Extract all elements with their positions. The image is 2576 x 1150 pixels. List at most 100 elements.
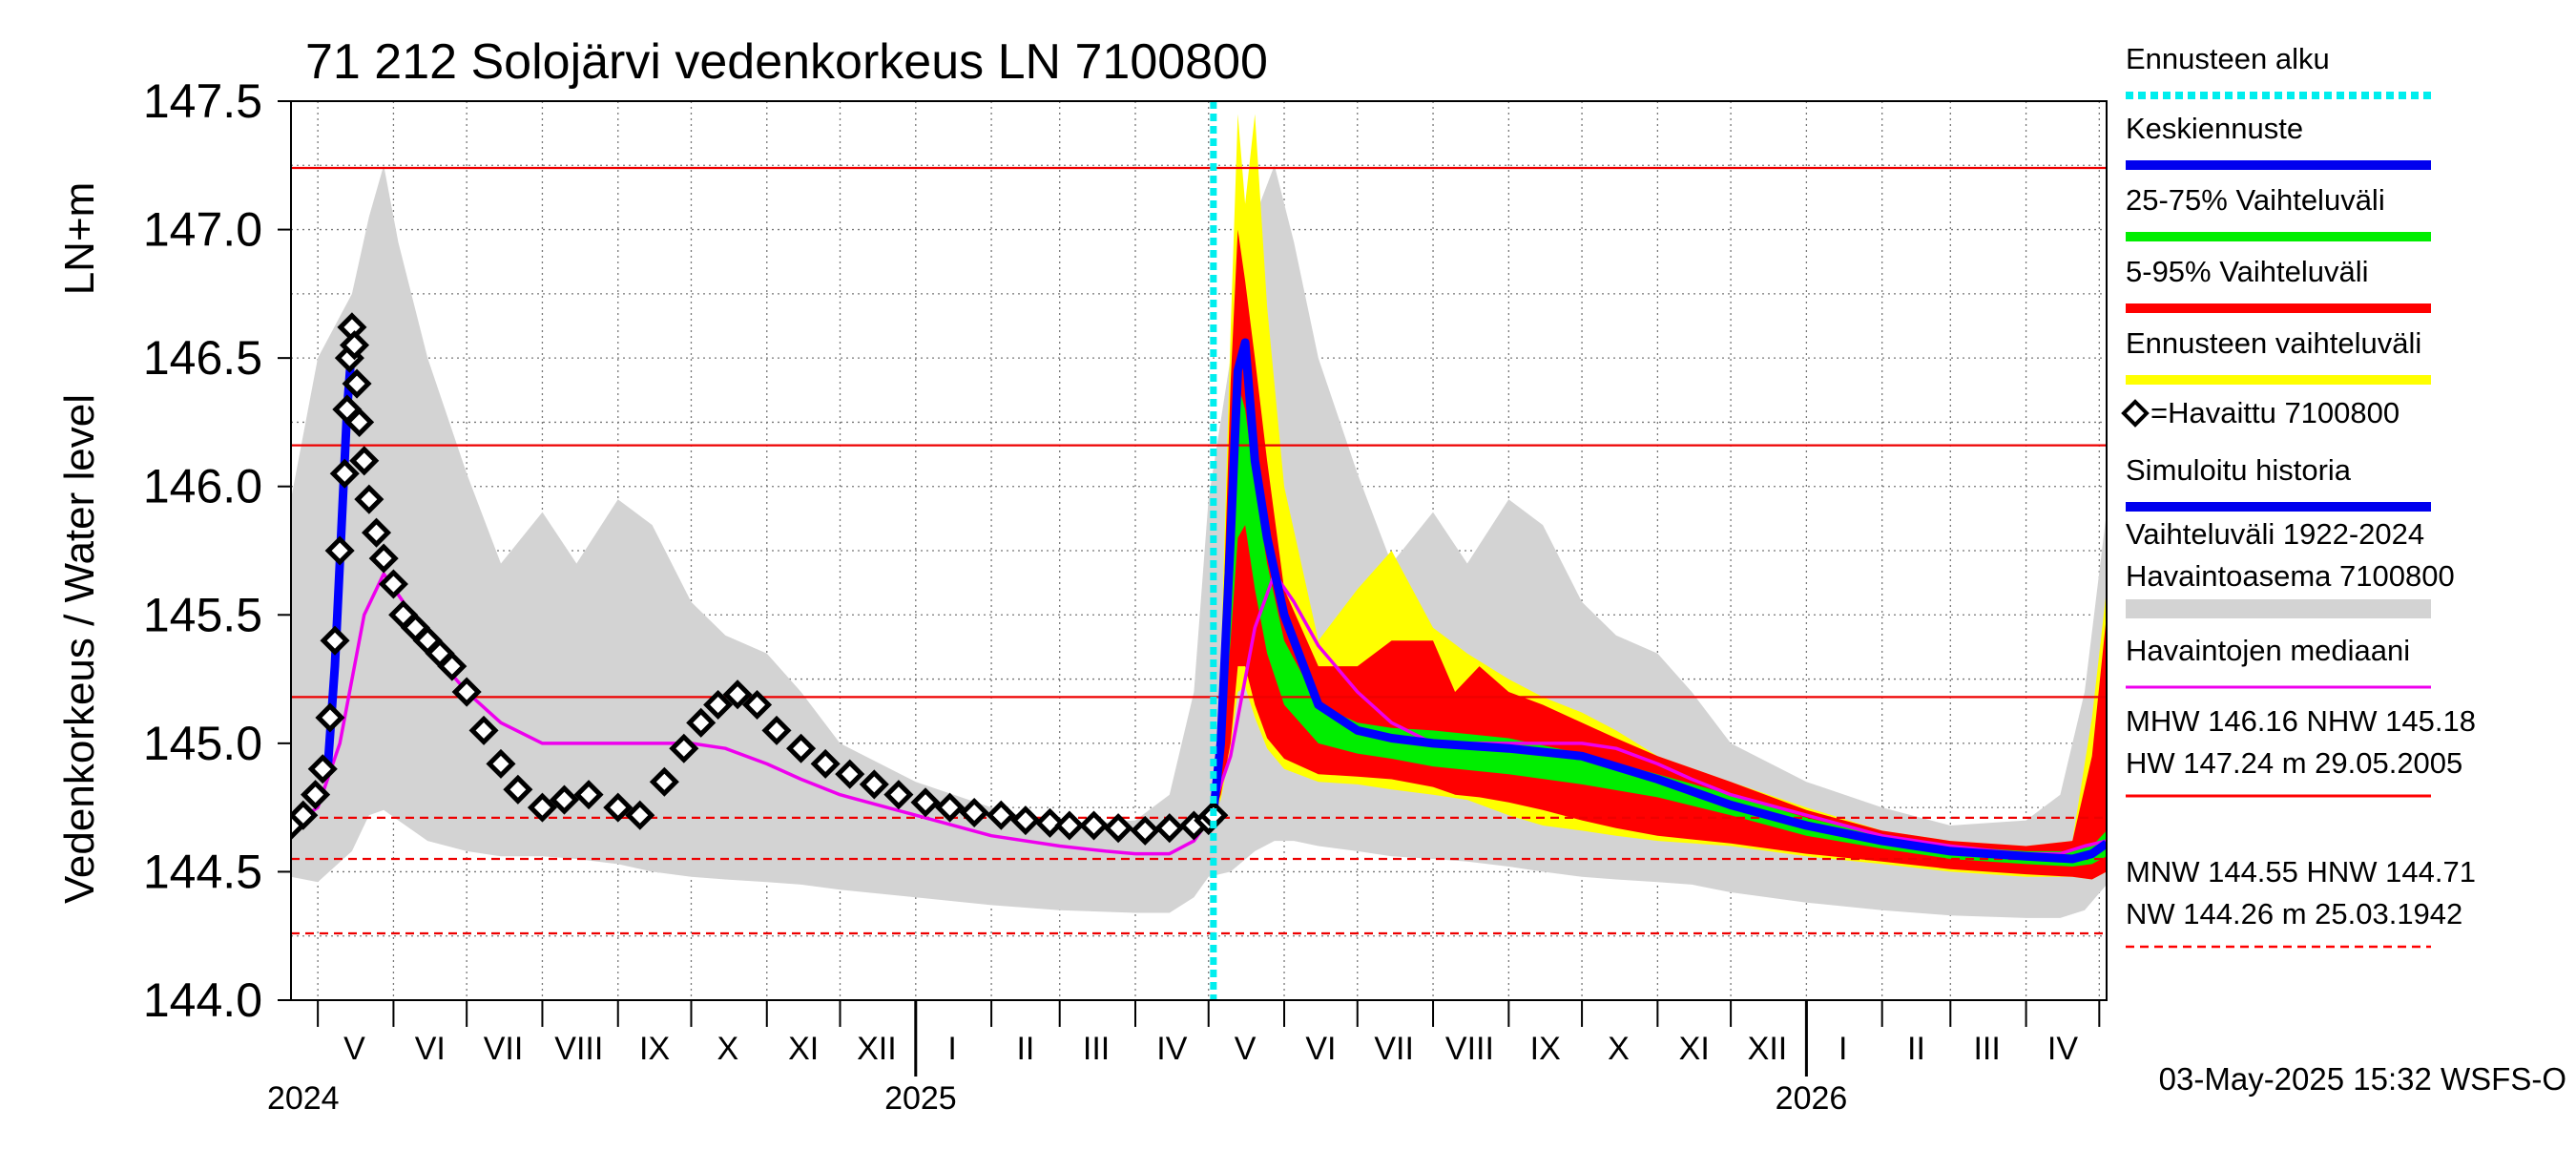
observed-marker xyxy=(320,625,350,656)
band-5-95-vaihteluv-li xyxy=(1213,229,2107,880)
legend-label: Simuloitu historia xyxy=(2126,453,2352,487)
observed-marker xyxy=(503,774,533,805)
legend-marker xyxy=(2121,399,2150,428)
x-month-label: VII xyxy=(484,1031,524,1067)
x-month-label: X xyxy=(717,1031,739,1067)
x-month-label: IX xyxy=(639,1031,670,1067)
observed-marker xyxy=(437,651,467,681)
x-month-label: VI xyxy=(415,1031,446,1067)
observed-marker xyxy=(1054,810,1085,841)
observed-marker xyxy=(625,800,655,830)
x-month-label: X xyxy=(1608,1031,1630,1067)
plot-area: 147.5 147.0 146.5 146.0 145.5 145.0 144.5 144.0… xyxy=(143,74,2108,1117)
observed-marker xyxy=(329,458,360,489)
observed-marker xyxy=(810,748,841,779)
timestamp-footer: 03-May-2025 15:32 WSFS-O xyxy=(2159,1061,2566,1097)
observed-marker xyxy=(1010,805,1041,836)
observed-marker xyxy=(669,733,699,763)
x-month-label: II xyxy=(1907,1031,1925,1067)
x-month-label: IV xyxy=(2047,1031,2078,1067)
observed-marker xyxy=(342,368,372,399)
legend-label-line2: NW 144.26 m 25.03.1942 xyxy=(2126,897,2462,930)
observed-marker xyxy=(349,446,380,476)
observed-marker xyxy=(549,784,580,815)
observed-marker xyxy=(935,792,966,823)
observed-marker xyxy=(486,748,516,779)
observed-marker xyxy=(986,800,1016,830)
y-tick-label: 147.0 xyxy=(143,203,262,257)
legend-label: Keskiennuste xyxy=(2126,112,2303,145)
legend-label: 25-75% Vaihteluväli xyxy=(2126,183,2385,217)
y-tick-label: 144.5 xyxy=(143,845,262,898)
x-month-label: VIII xyxy=(554,1031,603,1067)
observed-marker xyxy=(835,759,865,789)
legend-label-line2: Havaintoasema 7100800 xyxy=(2126,559,2455,593)
observed-marker xyxy=(573,780,604,810)
x-month-label: V xyxy=(343,1031,365,1067)
chart-title: 71 212 Solojärvi vedenkorkeus LN 7100800 xyxy=(305,34,1268,90)
x-month-label: I xyxy=(1839,1031,1847,1067)
x-year-label: 2025 xyxy=(884,1080,957,1117)
observed-marker xyxy=(786,733,817,763)
x-month-label: VI xyxy=(1305,1031,1336,1067)
x-month-label: IX xyxy=(1530,1031,1561,1067)
line-keskiennuste xyxy=(1209,338,2107,864)
observed-marker xyxy=(703,689,734,721)
x-month-label: III xyxy=(1973,1031,2000,1067)
legend-label: Havaintojen mediaani xyxy=(2126,634,2410,667)
observed-marker xyxy=(301,780,331,810)
x-month-label: XI xyxy=(788,1031,819,1067)
x-month-label: II xyxy=(1016,1031,1034,1067)
legend-label: Ennusteen vaihteluväli xyxy=(2126,326,2421,360)
observed-marker xyxy=(1130,815,1160,846)
observed-marker xyxy=(883,780,914,810)
observed-marker xyxy=(368,543,399,574)
legend-label-line2: HW 147.24 m 29.05.2005 xyxy=(2126,746,2462,780)
observed-marker xyxy=(315,702,345,733)
observed-marker xyxy=(307,754,338,784)
observed-marker xyxy=(761,715,792,745)
observed-marker xyxy=(451,677,482,707)
y-tick-label: 146.0 xyxy=(143,460,262,513)
observed-marker xyxy=(291,800,319,830)
plot-frame xyxy=(290,100,2108,1001)
x-month-label: I xyxy=(947,1031,956,1067)
y-tick-label: 144.0 xyxy=(143,973,262,1027)
series-group xyxy=(291,114,2107,935)
y-axis-unit-label: LN+m xyxy=(56,182,103,296)
x-month-label: VIII xyxy=(1445,1031,1494,1067)
x-month-label: V xyxy=(1235,1031,1257,1067)
observed-marker xyxy=(1154,813,1185,844)
x-month-label: VII xyxy=(1374,1031,1414,1067)
observed-marker xyxy=(1034,807,1066,838)
y-tick-label: 145.0 xyxy=(143,717,262,770)
legend: Ennusteen alku Keskiennuste 25-75% Vaihtel… xyxy=(2121,42,2476,949)
x-month-label: XII xyxy=(857,1031,897,1067)
x-month-label: XII xyxy=(1748,1031,1788,1067)
observed-marker xyxy=(354,484,384,514)
observed-marker xyxy=(324,535,355,566)
x-year-label: 2026 xyxy=(1776,1080,1848,1117)
x-month-label: XI xyxy=(1679,1031,1710,1067)
observed-marker xyxy=(722,680,753,710)
observed-marker xyxy=(959,797,989,828)
legend-label: 5-95% Vaihteluväli xyxy=(2126,255,2368,288)
x-year-label: 2024 xyxy=(267,1080,340,1117)
band-vaihteluv-li-1922-2024-havaintoasema-7100800 xyxy=(291,165,2107,918)
y-axis-label: Vedenkorkeus / Water level xyxy=(56,394,103,904)
observed-marker xyxy=(686,707,717,738)
observed-marker xyxy=(344,407,375,437)
legend-label: Ennusteen alku xyxy=(2126,42,2330,75)
observed-marker xyxy=(603,792,634,823)
x-month-label: IV xyxy=(1156,1031,1187,1067)
observed-marker xyxy=(910,787,941,818)
observed-marker xyxy=(527,792,557,823)
observed-marker xyxy=(468,715,499,745)
legend-label: =Havaittu 7100800 xyxy=(2150,396,2399,429)
observed-marker xyxy=(378,569,408,599)
observed-marker xyxy=(361,517,392,548)
legend-label: Vaihteluväli 1922-2024 xyxy=(2126,517,2424,551)
observed-marker xyxy=(649,766,679,797)
x-month-label: III xyxy=(1083,1031,1110,1067)
